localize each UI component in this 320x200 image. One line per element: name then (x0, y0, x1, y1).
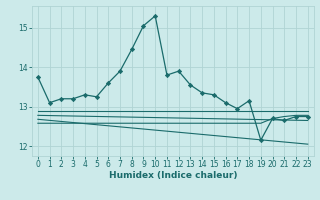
X-axis label: Humidex (Indice chaleur): Humidex (Indice chaleur) (108, 171, 237, 180)
